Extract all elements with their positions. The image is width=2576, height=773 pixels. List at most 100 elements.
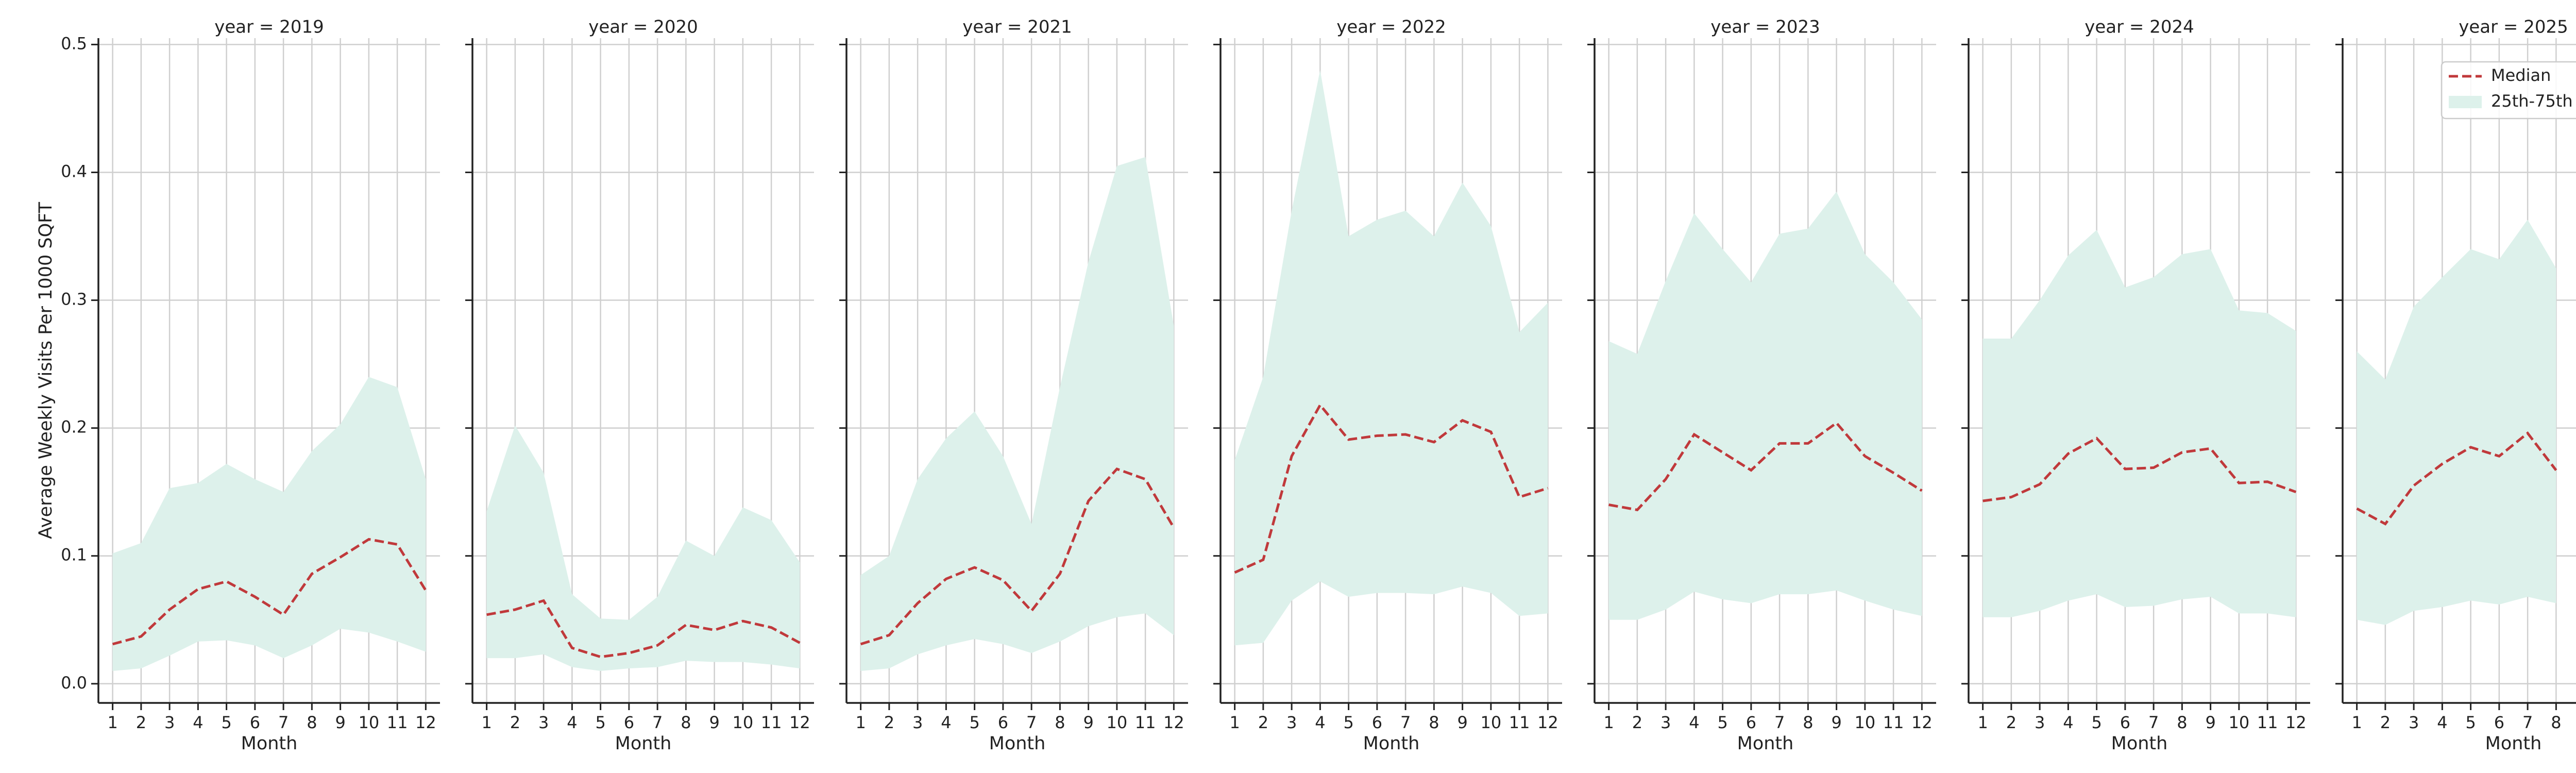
x-tick-label: 3	[1286, 713, 1297, 732]
x-tick-label: 8	[681, 713, 691, 732]
x-axis-label: Month	[989, 733, 1046, 754]
x-tick-label: 2	[1632, 713, 1642, 732]
x-tick-label: 7	[278, 713, 289, 732]
median-line	[860, 467, 1175, 646]
x-tick-label: 3	[164, 713, 175, 732]
x-tick-label: 1	[1603, 713, 1614, 732]
x-tick-label: 11	[2257, 713, 2278, 732]
x-axis-label: Month	[1363, 733, 1420, 754]
median-line	[112, 537, 427, 646]
x-tick-label: 6	[2120, 713, 2130, 732]
percentile-band	[1608, 191, 1922, 620]
x-tick-label: 7	[1774, 713, 1785, 732]
x-tick-label: 1	[855, 713, 866, 732]
facet-title: year = 2023	[1710, 17, 1820, 38]
x-tick-label: 7	[652, 713, 663, 732]
x-tick-label: 6	[998, 713, 1008, 732]
x-tick-label: 9	[335, 713, 345, 732]
y-axis-label: Average Weekly Visits Per 1000 SQFT	[36, 201, 56, 539]
x-tick-label: 1	[481, 713, 492, 732]
x-tick-label: 7	[1400, 713, 1411, 732]
x-tick-label: 12	[1911, 713, 1933, 732]
facet-title: year = 2019	[214, 17, 324, 38]
x-tick-label: 3	[2035, 713, 2045, 732]
x-tick-label: 8	[2177, 713, 2187, 732]
median-line	[2356, 431, 2557, 526]
x-axis-label: Month	[241, 733, 298, 754]
x-tick-label: 12	[1537, 713, 1558, 732]
x-axis-label: Month	[2111, 733, 2168, 754]
x-axis-label: Month	[615, 733, 672, 754]
x-tick-label: 1	[1977, 713, 1988, 732]
x-tick-label: 4	[1315, 713, 1325, 732]
percentile-band	[486, 425, 800, 671]
x-tick-label: 11	[1509, 713, 1530, 732]
y-tick-label: 0.3	[61, 290, 87, 309]
y-tick-label: 0.2	[61, 417, 87, 437]
x-tick-label: 6	[624, 713, 634, 732]
median-line	[1608, 421, 1923, 512]
y-tick-label: 0.5	[61, 33, 87, 53]
x-axis-label: Month	[1737, 733, 1794, 754]
y-tick-label: 0.4	[61, 161, 87, 181]
x-tick-label: 10	[1107, 713, 1128, 732]
x-tick-label: 11	[1135, 713, 1156, 732]
x-tick-label: 6	[1372, 713, 1382, 732]
percentile-band	[112, 377, 426, 671]
x-tick-label: 5	[595, 713, 605, 732]
x-tick-label: 7	[2522, 713, 2533, 732]
x-tick-label: 4	[941, 713, 951, 732]
x-tick-label: 9	[2205, 713, 2215, 732]
legend: Median 25th-75th Percentile	[2441, 61, 2576, 120]
x-tick-label: 2	[2380, 713, 2391, 732]
x-tick-label: 1	[1229, 713, 1240, 732]
x-tick-label: 8	[307, 713, 317, 732]
x-tick-label: 9	[1831, 713, 1841, 732]
x-axis-label: Month	[2485, 733, 2542, 754]
x-tick-label: 5	[2091, 713, 2102, 732]
x-tick-label: 2	[510, 713, 520, 732]
x-tick-label: 10	[359, 713, 380, 732]
facet-title: year = 2025	[2459, 17, 2568, 38]
facet-title: year = 2020	[588, 17, 698, 38]
x-tick-label: 4	[1689, 713, 1699, 732]
percentile-band	[860, 157, 1174, 671]
x-tick-label: 7	[2148, 713, 2159, 732]
x-tick-label: 3	[912, 713, 923, 732]
x-tick-label: 3	[1660, 713, 1671, 732]
x-tick-label: 12	[2285, 713, 2307, 732]
x-tick-label: 8	[1055, 713, 1065, 732]
x-tick-label: 3	[538, 713, 549, 732]
percentile-band	[1234, 70, 1548, 646]
x-tick-label: 2	[884, 713, 894, 732]
facet-title: year = 2021	[962, 17, 1072, 38]
x-tick-label: 11	[761, 713, 782, 732]
x-tick-label: 6	[2494, 713, 2504, 732]
x-tick-label: 4	[193, 713, 203, 732]
y-tick-label: 0.0	[61, 673, 87, 693]
x-tick-label: 4	[2063, 713, 2073, 732]
x-tick-label: 9	[709, 713, 719, 732]
x-tick-label: 5	[969, 713, 979, 732]
x-tick-label: 2	[1258, 713, 1268, 732]
x-tick-label: 1	[2351, 713, 2362, 732]
x-tick-label: 5	[1717, 713, 1727, 732]
x-tick-label: 8	[2551, 713, 2561, 732]
x-tick-label: 2	[136, 713, 146, 732]
x-tick-label: 12	[789, 713, 810, 732]
x-tick-label: 8	[1803, 713, 1813, 732]
median-line	[1234, 402, 1549, 574]
percentile-band	[1982, 230, 2296, 617]
x-tick-label: 8	[1429, 713, 1439, 732]
x-tick-label: 10	[1481, 713, 1502, 732]
x-tick-label: 5	[2465, 713, 2476, 732]
x-tick-label: 9	[1083, 713, 1093, 732]
y-tick-label: 0.1	[61, 545, 87, 565]
x-tick-label: 1	[107, 713, 117, 732]
x-tick-label: 11	[1883, 713, 1904, 732]
median-line	[1982, 436, 2297, 502]
x-tick-label: 4	[2437, 713, 2447, 732]
x-tick-label: 6	[1746, 713, 1756, 732]
percentile-band	[2357, 220, 2556, 625]
